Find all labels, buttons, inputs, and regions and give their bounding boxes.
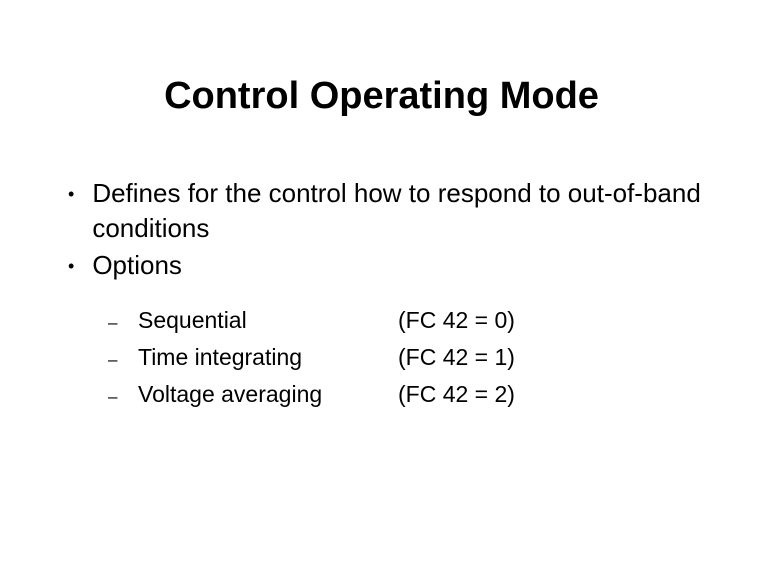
dash-marker: –	[108, 346, 138, 373]
option-value: (FC 42 = 0)	[398, 302, 515, 339]
sub-option-item: – Voltage averaging (FC 42 = 2)	[108, 376, 703, 413]
slide-title: Control Operating Mode	[60, 75, 703, 118]
bullet-text: Options	[92, 248, 703, 283]
option-label: Voltage averaging	[138, 376, 398, 413]
bullet-marker: •	[68, 176, 74, 212]
sub-option-item: – Sequential (FC 42 = 0)	[108, 302, 703, 339]
bullet-text: Defines for the control how to respond t…	[92, 176, 703, 246]
bullet-marker: •	[68, 248, 74, 284]
sub-option-list: – Sequential (FC 42 = 0) – Time integrat…	[60, 302, 703, 412]
option-label: Time integrating	[138, 339, 398, 376]
main-bullet-list: • Defines for the control how to respond…	[60, 176, 703, 284]
bullet-item: • Defines for the control how to respond…	[68, 176, 703, 246]
dash-marker: –	[108, 383, 138, 410]
option-value: (FC 42 = 2)	[398, 376, 515, 413]
sub-option-item: – Time integrating (FC 42 = 1)	[108, 339, 703, 376]
option-label: Sequential	[138, 302, 398, 339]
option-value: (FC 42 = 1)	[398, 339, 515, 376]
bullet-item: • Options	[68, 248, 703, 284]
dash-marker: –	[108, 309, 138, 336]
